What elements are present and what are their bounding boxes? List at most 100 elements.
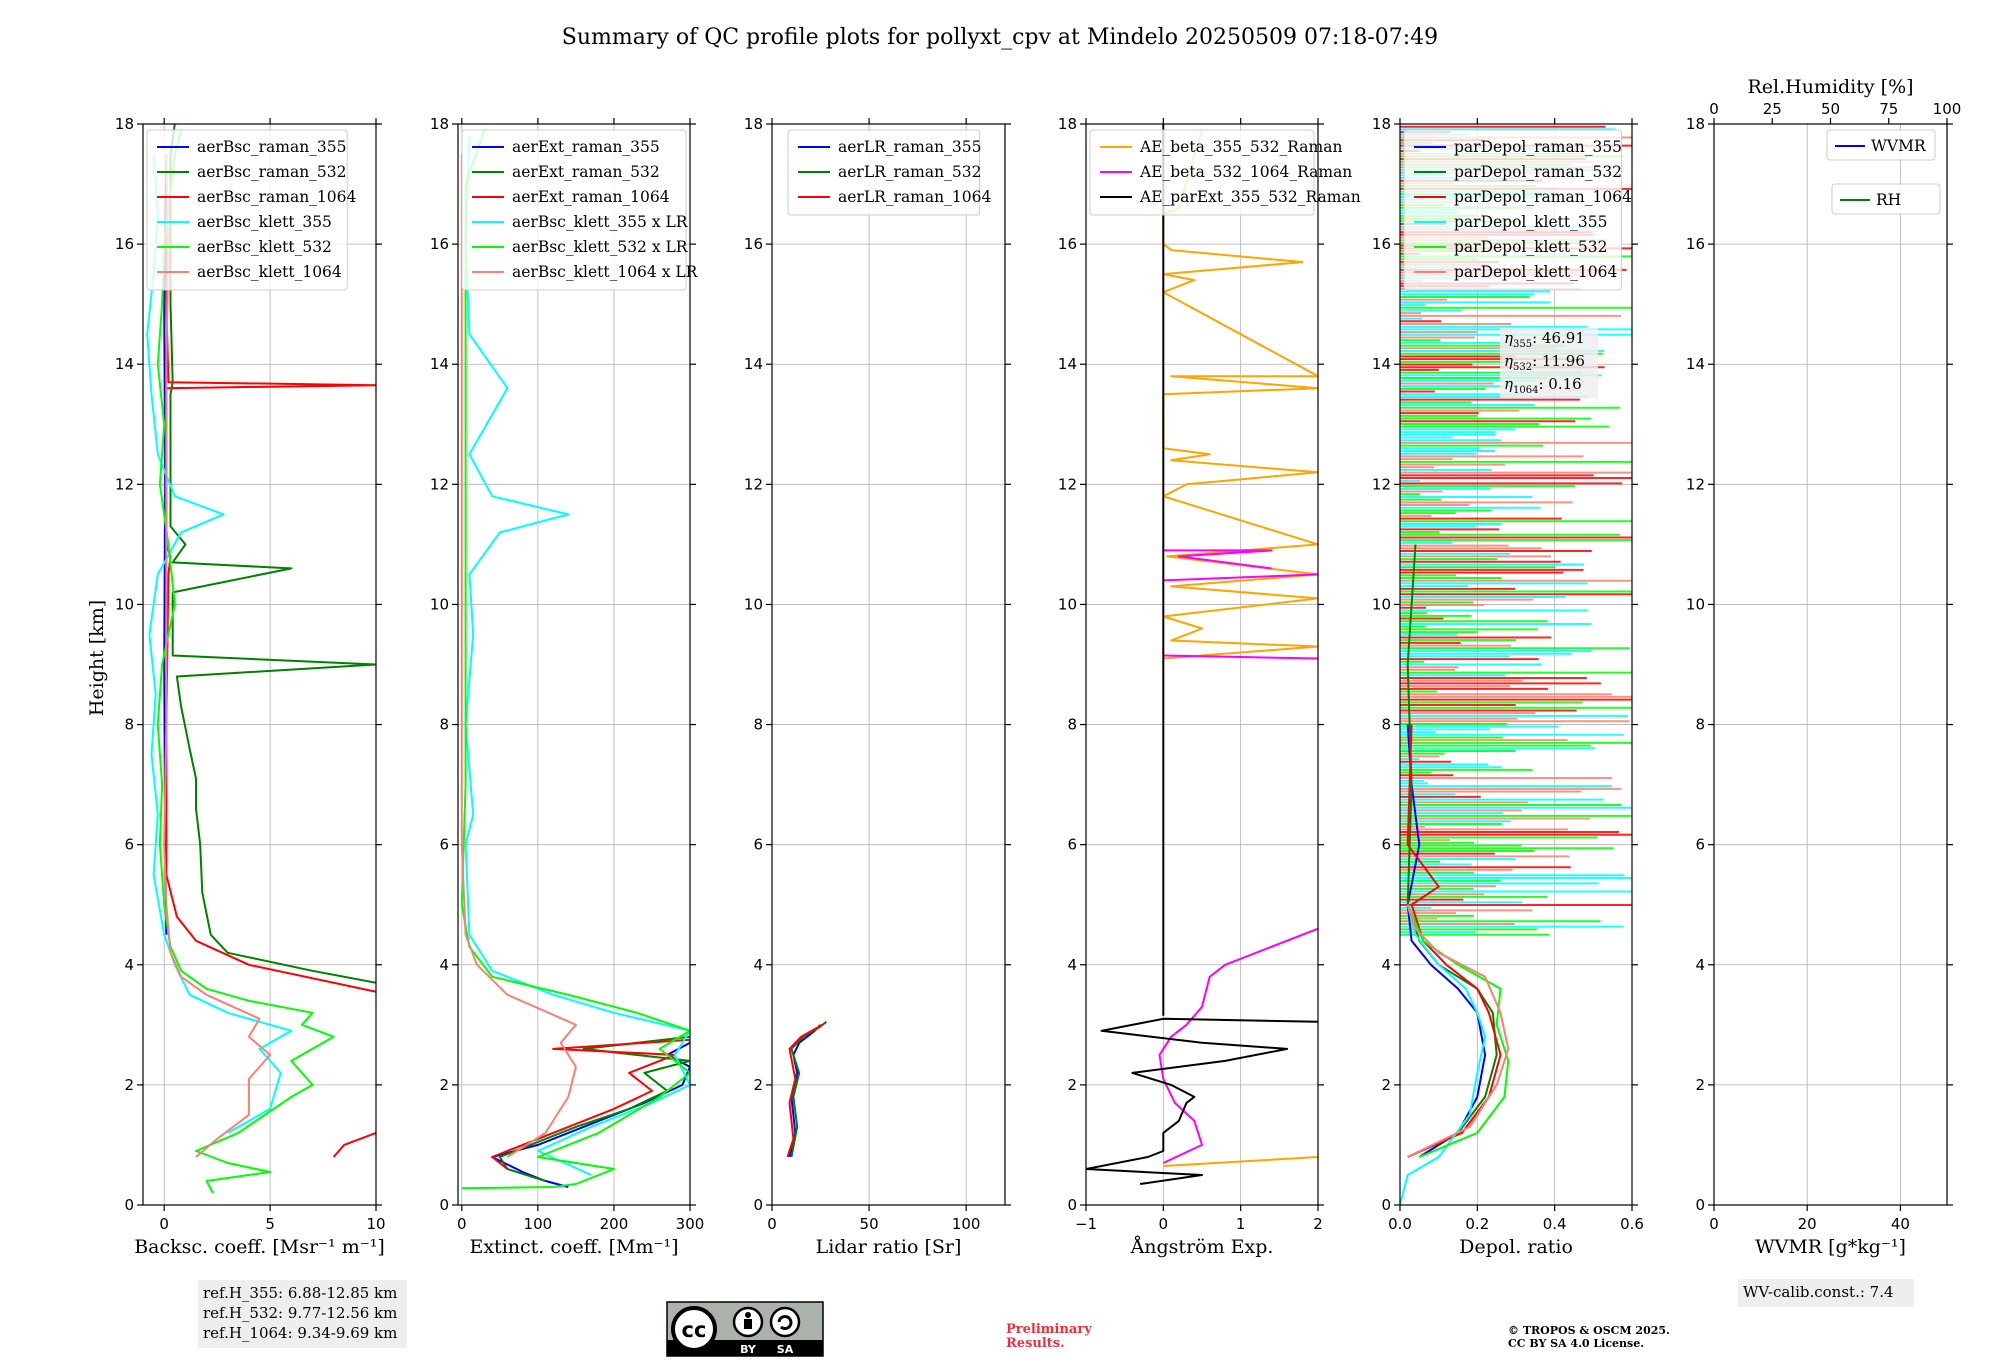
legend-entry: parDepol_klett_532 [1454, 238, 1607, 256]
preliminary-line-2: Results. [1006, 1336, 1065, 1351]
y-tick-label: 6 [753, 836, 763, 854]
top-axis-label: Rel.Humidity [%] [1747, 76, 1913, 98]
preliminary-line-1: Preliminary [1006, 1322, 1092, 1337]
x-tick-label: 100 [524, 1215, 553, 1233]
axes-frame [457, 123, 691, 1206]
y-tick-label: 6 [439, 836, 449, 854]
series-line-aerbsc-klett-1064-x-lr [460, 154, 577, 1158]
series-line-aerbsc-klett-532 [156, 129, 335, 1194]
y-tick-label: 2 [1067, 1076, 1077, 1094]
legend: aerExt_raman_355 aerExt_raman_532 aerExt_r… [461, 129, 699, 291]
y-tick-label: 14 [430, 355, 449, 373]
eta-label: η355: 46.91 [1504, 329, 1585, 350]
y-tick-label: 0 [439, 1196, 449, 1214]
y-tick-label: 0 [124, 1196, 134, 1214]
y-tick-label: 2 [1381, 1076, 1391, 1094]
y-tick-label: 4 [124, 956, 134, 974]
y-tick-label: 2 [1695, 1076, 1705, 1094]
y-tick-label: 14 [1058, 355, 1077, 373]
panels: 0 5 100 2 4 6 8 10 12 14 16 18 Backsc. coeff. [Msr⁻¹… [115, 76, 1961, 1348]
x-tick-label: 2 [1313, 1215, 1323, 1233]
info-box-bg [198, 1280, 407, 1348]
y-tick-label: 18 [1372, 115, 1391, 133]
copyright-line-1: © TROPOS & OSCM 2025. [1508, 1324, 1670, 1337]
x-tick-label: 0.4 [1543, 1215, 1567, 1233]
cc-logo-text: cc [682, 1318, 707, 1342]
plot-area [1086, 124, 1318, 1185]
legend-entry: WVMR [1871, 137, 1927, 155]
legend-entry: aerBsc_klett_532 x LR [512, 238, 689, 256]
legend-entry: aerBsc_klett_1064 x LR [512, 263, 699, 281]
legend-box [146, 129, 348, 291]
legend-entry: aerBsc_raman_355 [197, 138, 347, 156]
x-tick-label: 0.6 [1620, 1215, 1644, 1233]
x-tick-label: 0 [159, 1215, 169, 1233]
y-tick-label: 8 [124, 716, 134, 734]
figure-title: Summary of QC profile plots for pollyxt_… [562, 25, 1438, 50]
axes-frame [1399, 123, 1633, 1206]
top-tick-label: 75 [1879, 100, 1898, 118]
y-tick-label: 4 [1695, 956, 1705, 974]
x-axis-label: Backsc. coeff. [Msr⁻¹ m⁻¹] [134, 1236, 385, 1258]
info-line: ref.H_355: 6.88-12.85 km [203, 1284, 397, 1302]
legend-box [1831, 183, 1941, 215]
ticks [452, 118, 696, 1211]
y-tick-label: 16 [1058, 235, 1077, 253]
x-tick-label: 5 [265, 1215, 275, 1233]
x-axis-label: WVMR [g*kg⁻¹] [1755, 1236, 1906, 1258]
x-tick-label: 300 [676, 1215, 705, 1233]
by-person-head [745, 1312, 751, 1318]
legend-entry: AE_parExt_355_532_Raman [1139, 188, 1361, 206]
y-tick-label: 12 [1686, 475, 1705, 493]
y-tick-label: 2 [753, 1076, 763, 1094]
x-tick-label: 100 [952, 1215, 981, 1233]
grid [1713, 123, 1947, 1206]
y-tick-label: 10 [1058, 595, 1077, 613]
legend-entry: parDepol_raman_355 [1454, 138, 1622, 156]
ticks [1708, 123, 1953, 1211]
legend-entry: aerLR_raman_532 [838, 163, 981, 181]
info-box: WV-calib.const.: 7.4 [1738, 1279, 1914, 1307]
panel-lr: 0 50 100 0 2 4 6 8 10 12 14 16 18 Lidar ratio [Sr] aer… [744, 115, 1011, 1258]
legend-entry: AE_beta_532_1064_Raman [1139, 163, 1352, 181]
series-line-pardepol-raman-355 [1406, 724, 1487, 1158]
y-tick-label: 6 [1695, 836, 1705, 854]
panel-depol: 0.0 0.2 0.4 0.6 0 2 4 6 8 10 12 14 16 18 Depol. ratio p… [1372, 115, 1644, 1258]
y-tick-label: 14 [115, 355, 134, 373]
info-line: WV-calib.const.: 7.4 [1743, 1283, 1894, 1301]
legend-entry: parDepol_raman_532 [1454, 163, 1622, 181]
copyright-line-2: CC BY SA 4.0 License. [1508, 1337, 1644, 1350]
series-line-ae-beta-355-532-raman [1162, 129, 1318, 1167]
eta-label: η1064: 0.16 [1504, 375, 1582, 396]
legend: aerBsc_raman_355 aerBsc_raman_532 aerBsc_r… [146, 129, 357, 291]
series-line-pardepol-klett-355 [1400, 904, 1487, 1205]
y-tick-label: 0 [1381, 1196, 1391, 1214]
y-tick-label: 14 [1372, 355, 1391, 373]
legend-entry: aerBsc_raman_532 [197, 163, 347, 181]
y-tick-label: 0 [1695, 1196, 1705, 1214]
x-tick-label: 20 [1798, 1215, 1817, 1233]
axes-frame [1085, 123, 1319, 1206]
x-tick-label: 0 [1709, 1215, 1719, 1233]
y-tick-label: 12 [430, 475, 449, 493]
cc-by-text: BY [740, 1343, 757, 1356]
legend: parDepol_raman_355 parDepol_raman_532 parD… [1403, 129, 1632, 291]
eta-box [1500, 328, 1598, 399]
legend-entry: RH [1876, 191, 1901, 209]
y-tick-label: 16 [1372, 235, 1391, 253]
top-tick-label: 50 [1821, 100, 1840, 118]
legend-entry: aerLR_raman_355 [838, 138, 981, 156]
y-tick-label: 12 [115, 475, 134, 493]
axes-frame [142, 123, 377, 1206]
y-tick-label: 16 [744, 235, 763, 253]
x-axis-label: Lidar ratio [Sr] [816, 1236, 962, 1258]
legend-entry: aerExt_raman_1064 [512, 188, 670, 206]
eta-label: η532: 11.96 [1504, 352, 1585, 373]
series-line-ae-parext-355-532-raman [1086, 124, 1318, 1185]
legend: WVMR RH [1826, 129, 1941, 215]
info-box-bg [1738, 1279, 1914, 1307]
x-axis-label: Ångström Exp. [1130, 1236, 1274, 1258]
y-tick-label: 8 [1381, 716, 1391, 734]
